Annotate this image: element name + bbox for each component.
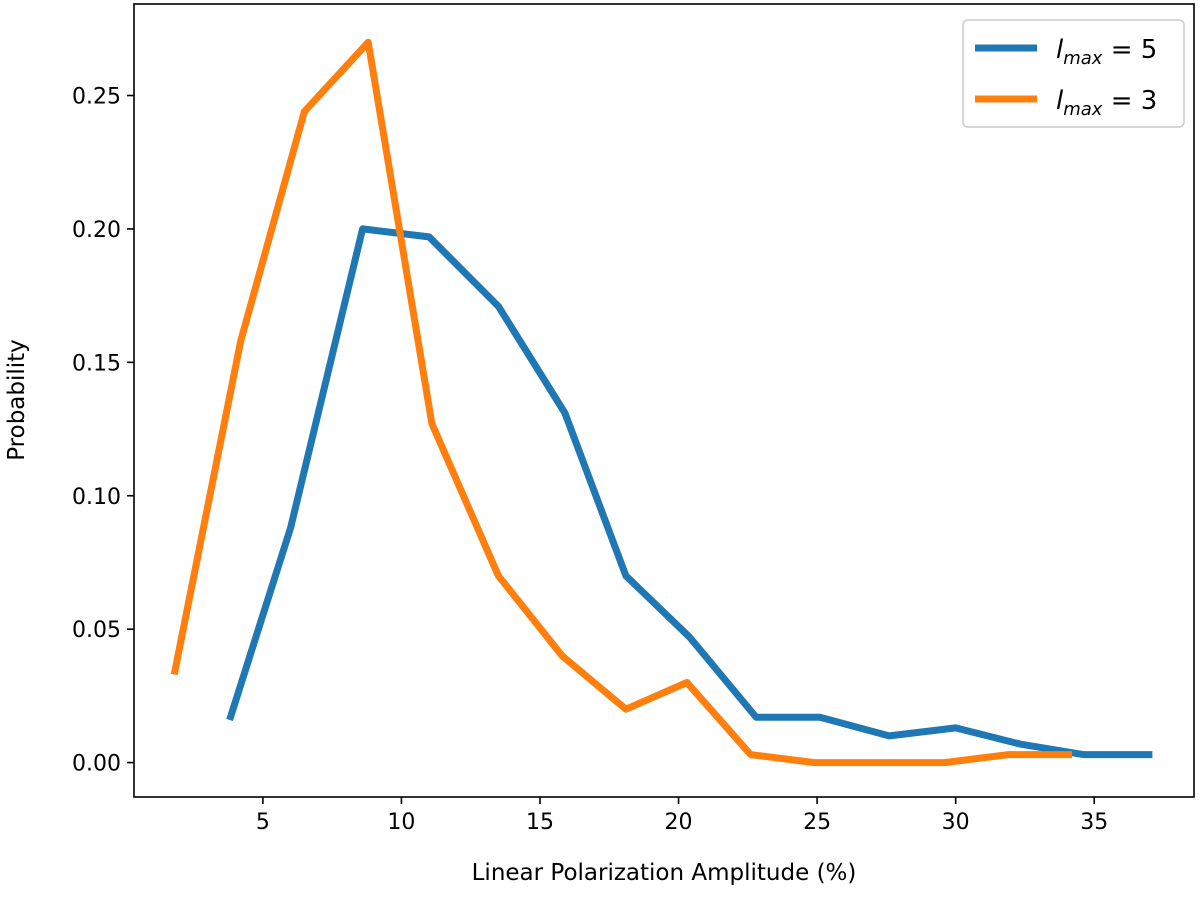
plot-area: [134, 4, 1194, 797]
x-axis-label: Linear Polarization Amplitude (%): [472, 860, 857, 886]
x-axis-ticks: 5 10 15 20 25 30 35: [256, 797, 1108, 835]
legend-label-lmax-3: lmax = 3: [1056, 86, 1157, 120]
legend-subscript: max: [1063, 99, 1103, 120]
y-tick-label: 0.10: [72, 485, 121, 510]
legend-label-lmax-5: lmax = 5: [1056, 35, 1157, 69]
y-axis-ticks: 0.00 0.05 0.10 0.15 0.20 0.25: [72, 85, 134, 777]
legend-var: l: [1056, 86, 1064, 116]
y-tick-label: 0.25: [72, 85, 121, 110]
series-line-lmax-5: [226, 225, 1153, 759]
series-line-lmax-3: [170, 38, 1073, 767]
x-tick-label: 20: [665, 810, 693, 835]
y-tick-label: 0.20: [72, 218, 121, 243]
x-tick-label: 10: [387, 810, 415, 835]
x-tick-label: 15: [526, 810, 554, 835]
legend-subscript: max: [1063, 48, 1103, 69]
legend-value: = 3: [1102, 86, 1157, 116]
y-tick-label: 0.05: [72, 618, 121, 643]
series-lines: [170, 38, 1153, 767]
plot-frame: [133, 3, 1195, 798]
x-tick-label: 25: [803, 810, 831, 835]
y-axis-label: Probability: [4, 339, 30, 461]
x-tick-label: 35: [1080, 810, 1108, 835]
legend-value: = 5: [1102, 35, 1157, 65]
y-tick-label: 0.00: [72, 752, 121, 777]
legend-var: l: [1056, 35, 1064, 65]
x-tick-label: 5: [256, 810, 270, 835]
y-tick-label: 0.15: [72, 351, 121, 376]
x-tick-label: 30: [942, 810, 970, 835]
